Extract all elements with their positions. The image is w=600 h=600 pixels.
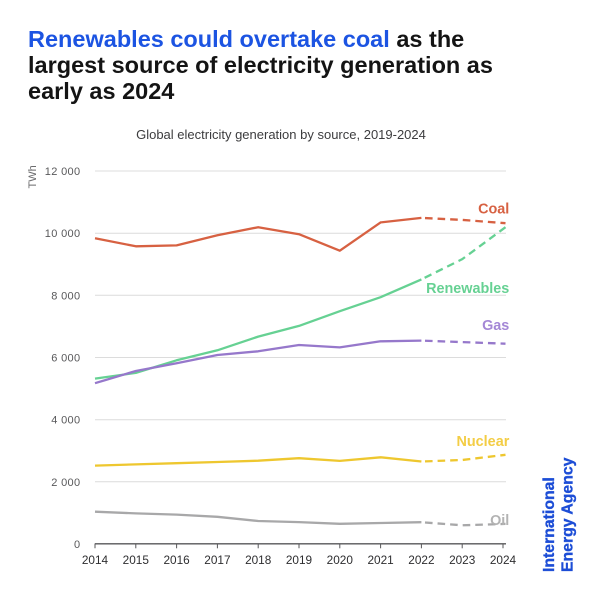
svg-text:International: International — [541, 477, 558, 572]
svg-text:2 000: 2 000 — [51, 477, 80, 489]
svg-text:2018: 2018 — [245, 553, 272, 567]
svg-text:8 000: 8 000 — [51, 290, 80, 302]
svg-text:2015: 2015 — [123, 553, 150, 567]
svg-text:2022: 2022 — [408, 553, 434, 567]
svg-text:Coal: Coal — [478, 201, 509, 217]
svg-text:10 000: 10 000 — [45, 228, 81, 240]
svg-text:Energy Agency: Energy Agency — [559, 457, 576, 572]
svg-text:2014: 2014 — [82, 553, 109, 567]
svg-text:4 000: 4 000 — [51, 415, 80, 427]
svg-text:TWh: TWh — [27, 165, 39, 188]
svg-text:Nuclear: Nuclear — [457, 434, 510, 450]
svg-text:Oil: Oil — [490, 513, 509, 529]
svg-text:2020: 2020 — [327, 553, 354, 567]
svg-text:2021: 2021 — [367, 553, 393, 567]
svg-text:12 000: 12 000 — [45, 166, 81, 178]
svg-text:Gas: Gas — [482, 318, 509, 334]
svg-text:2017: 2017 — [204, 553, 230, 567]
svg-text:2016: 2016 — [163, 553, 190, 567]
svg-text:2024: 2024 — [490, 553, 517, 567]
svg-text:0: 0 — [74, 539, 80, 551]
svg-text:2023: 2023 — [449, 553, 476, 567]
svg-text:6 000: 6 000 — [51, 353, 80, 365]
svg-text:Renewables: Renewables — [426, 281, 509, 297]
svg-text:2019: 2019 — [286, 553, 312, 567]
